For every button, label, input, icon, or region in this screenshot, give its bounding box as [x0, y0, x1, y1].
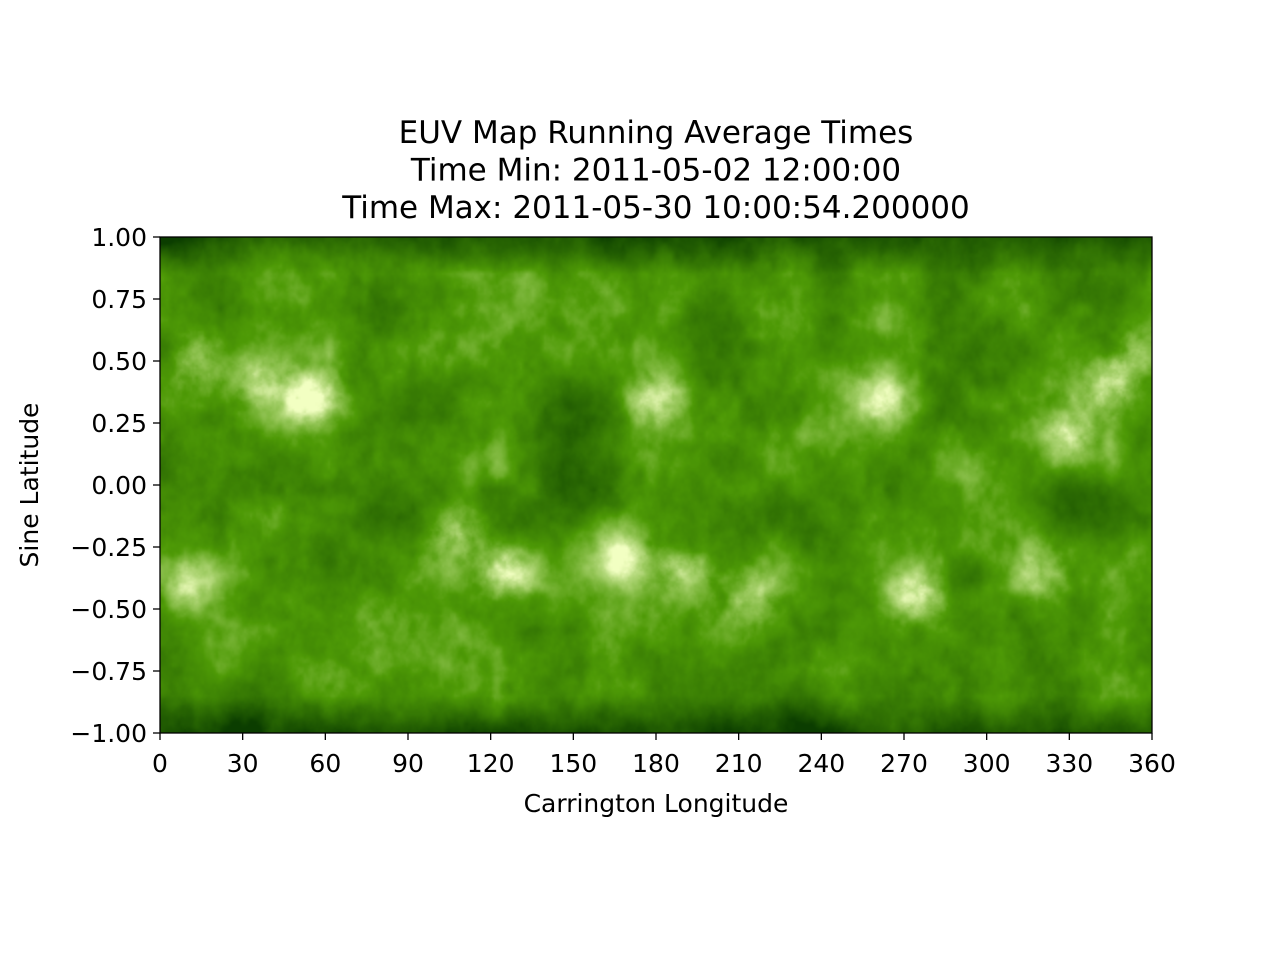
y-axis: 1.00 0.75 0.50 0.25 0.00 −0.25 −0.50 −0.75 −1.00 [70, 223, 160, 748]
x-axis: 0 30 60 90 120 150 180 210 240 270 300 330 360 [152, 733, 1176, 778]
y-tick-label: 1.00 [91, 223, 147, 252]
x-tick-label: 270 [880, 749, 928, 778]
x-tick-label: 90 [392, 749, 424, 778]
x-tick-label: 240 [797, 749, 845, 778]
y-axis-label: Sine Latitude [15, 403, 44, 568]
x-tick-label: 0 [152, 749, 168, 778]
x-tick-label: 210 [715, 749, 763, 778]
y-tick-label: −0.50 [70, 595, 147, 624]
y-tick-label: 0.00 [91, 471, 147, 500]
x-tick-label: 150 [549, 749, 597, 778]
x-axis-label: Carrington Longitude [524, 789, 789, 818]
x-tick-label: 360 [1128, 749, 1176, 778]
y-tick-label: −0.25 [70, 533, 147, 562]
chart-subtitle-time-max: Time Max: 2011-05-30 10:00:54.200000 [341, 190, 970, 226]
y-tick-label: −1.00 [70, 719, 147, 748]
y-tick-label: −0.75 [70, 657, 147, 686]
chart-title: EUV Map Running Average Times [399, 115, 914, 151]
y-tick-label: 0.75 [91, 285, 147, 314]
y-tick-label: 0.50 [91, 347, 147, 376]
heatmap-image [160, 237, 1152, 733]
x-tick-label: 120 [467, 749, 515, 778]
chart-subtitle-time-min: Time Min: 2011-05-02 12:00:00 [410, 153, 901, 189]
x-tick-label: 180 [632, 749, 680, 778]
x-tick-label: 330 [1045, 749, 1093, 778]
x-tick-label: 60 [309, 749, 341, 778]
x-tick-label: 300 [963, 749, 1011, 778]
x-tick-label: 30 [227, 749, 259, 778]
y-tick-label: 0.25 [91, 409, 147, 438]
